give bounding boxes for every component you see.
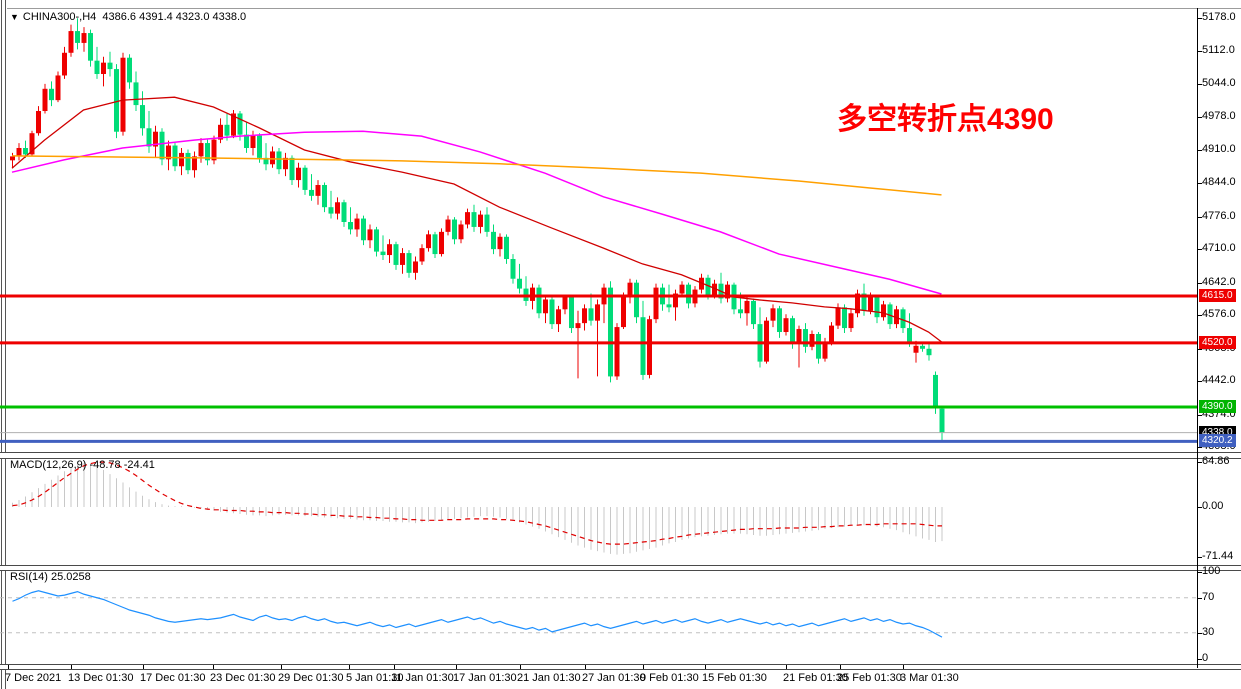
time-tick-label: 29 Dec 01:30 bbox=[278, 672, 344, 684]
time-tick-label: 17 Dec 01:30 bbox=[140, 672, 206, 684]
rsi-label: RSI(14) 25.0258 bbox=[10, 571, 91, 583]
time-tick-mark bbox=[903, 665, 904, 669]
price-axis-line bbox=[1197, 8, 1198, 668]
time-tick-mark bbox=[349, 665, 350, 669]
window-left-border-inner bbox=[5, 0, 6, 689]
time-tick-label: 21 Jan 01:30 bbox=[517, 672, 581, 684]
chart-title: ▼ CHINA300-,H4 4386.6 4391.4 4323.0 4338.… bbox=[10, 11, 246, 23]
time-tick-label: 3 Mar 01:30 bbox=[900, 672, 959, 684]
time-tick-mark bbox=[840, 665, 841, 669]
price-tick-label: 5112.0 bbox=[1198, 44, 1235, 56]
pane-separator-rsi-time[interactable] bbox=[0, 664, 1241, 670]
macd-tick-label: 64.86 bbox=[1198, 455, 1230, 467]
price-tick-label: 4910.0 bbox=[1198, 143, 1236, 155]
price-level-badge: 4520.0 bbox=[1199, 335, 1236, 349]
time-tick-mark bbox=[520, 665, 521, 669]
macd-tick-label: -71.44 bbox=[1198, 550, 1233, 562]
collapse-triangle-icon[interactable]: ▼ bbox=[10, 12, 19, 22]
price-tick-label: 4844.0 bbox=[1198, 176, 1236, 188]
price-level-badge: 4390.0 bbox=[1199, 400, 1236, 413]
time-tick-label: 15 Feb 01:30 bbox=[702, 672, 767, 684]
chart-top-border bbox=[7, 8, 1241, 9]
time-tick-mark bbox=[71, 665, 72, 669]
window-left-border bbox=[1, 0, 2, 689]
time-tick-label: 21 Feb 01:30 bbox=[783, 672, 848, 684]
price-tick-label: 5178.0 bbox=[1198, 11, 1236, 23]
rsi-pane[interactable] bbox=[0, 569, 1197, 664]
time-tick-mark bbox=[213, 665, 214, 669]
time-tick-mark bbox=[8, 665, 9, 669]
time-tick-mark bbox=[281, 665, 282, 669]
time-tick-label: 23 Dec 01:30 bbox=[210, 672, 276, 684]
time-tick-mark bbox=[786, 665, 787, 669]
price-chart-pane[interactable] bbox=[0, 8, 1197, 452]
macd-label: MACD(12,26,9) -48.78 -24.41 bbox=[10, 459, 155, 471]
time-tick-mark bbox=[643, 665, 644, 669]
price-tick-label: 4710.0 bbox=[1198, 242, 1236, 254]
price-level-badge: 4320.2 bbox=[1199, 434, 1236, 448]
time-tick-mark bbox=[705, 665, 706, 669]
time-tick-label: 13 Dec 01:30 bbox=[68, 672, 134, 684]
price-tick-label: 4576.0 bbox=[1198, 308, 1236, 320]
price-tick-label: 4978.0 bbox=[1198, 110, 1236, 122]
time-tick-label: 27 Jan 01:30 bbox=[582, 672, 646, 684]
symbol-period-label: CHINA300-,H4 bbox=[22, 11, 97, 23]
price-tick-label: 5044.0 bbox=[1198, 77, 1236, 89]
time-tick-label: 7 Dec 2021 bbox=[5, 672, 62, 684]
price-tick-label: 4776.0 bbox=[1198, 210, 1236, 222]
time-tick-label: 5 Jan 01:30 bbox=[346, 672, 404, 684]
time-tick-mark bbox=[456, 665, 457, 669]
rsi-tick-label: 100 bbox=[1198, 565, 1220, 577]
time-tick-mark bbox=[143, 665, 144, 669]
time-tick-mark bbox=[585, 665, 586, 669]
time-tick-label: 17 Jan 01:30 bbox=[453, 672, 517, 684]
ohlc-readout: 4386.6 4391.4 4323.0 4338.0 bbox=[102, 11, 247, 23]
annotation-text: 多空转折点4390 bbox=[837, 103, 1054, 136]
rsi-tick-label: 0 bbox=[1198, 652, 1208, 664]
price-tick-label: 4642.0 bbox=[1198, 276, 1236, 288]
price-tick-label: 4442.0 bbox=[1198, 374, 1236, 386]
macd-pane[interactable] bbox=[0, 457, 1197, 565]
time-tick-label: 11 Jan 01:30 bbox=[391, 672, 454, 684]
time-tick-label: 25 Feb 01:30 bbox=[837, 672, 902, 684]
rsi-tick-label: 70 bbox=[1198, 591, 1214, 603]
macd-tick-label: 0.00 bbox=[1198, 500, 1223, 512]
time-tick-mark bbox=[394, 665, 395, 669]
pane-separator-main-macd[interactable] bbox=[0, 452, 1241, 459]
price-level-badge: 4615.0 bbox=[1199, 288, 1236, 302]
rsi-tick-label: 30 bbox=[1198, 626, 1214, 638]
time-tick-label: 9 Feb 01:30 bbox=[640, 672, 699, 684]
pane-separator-macd-rsi[interactable] bbox=[0, 565, 1241, 571]
